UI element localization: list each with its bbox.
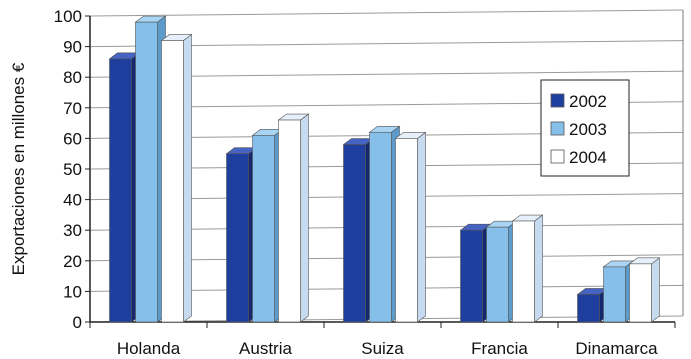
x-category-label: Suiza [361, 339, 404, 358]
y-tick-label: 100 [54, 7, 82, 26]
bar-2003-Dinamarca [603, 266, 626, 323]
bar-side-2004-Holanda [183, 33, 192, 323]
bar-2002-Austria [226, 153, 249, 323]
y-tick-label: 40 [63, 191, 82, 210]
y-axis-title: Exportaciones en millones € [9, 62, 28, 275]
legend-swatch-2004 [550, 149, 565, 164]
bar-2004-Dinamarca [629, 263, 652, 323]
y-tick-label: 90 [63, 38, 82, 57]
y-tick-label: 0 [73, 313, 82, 332]
y-tick-label: 60 [63, 129, 82, 148]
bar-side-2004-Francia [534, 214, 543, 323]
y-tick-label: 20 [63, 252, 82, 271]
bar-2004-Francia [512, 220, 535, 323]
bar-2003-Austria [252, 135, 275, 323]
bar-2004-Suiza [395, 138, 418, 323]
bar-2002-Suiza [343, 144, 366, 323]
legend: 2002 2003 2004 [540, 79, 630, 177]
y-tick-label: 30 [63, 221, 82, 240]
legend-label: 2002 [569, 92, 607, 111]
bar-2002-Dinamarca [577, 294, 600, 323]
bar-2003-Francia [486, 226, 509, 323]
bar-side-2004-Suiza [417, 131, 426, 323]
labels: 0 10 20 30 40 50 60 70 80 90 100 Exportaciones en m… [9, 7, 658, 358]
gridline [89, 9, 684, 17]
legend-label: 2003 [569, 120, 607, 139]
bar-2004-Holanda [161, 40, 184, 323]
legend-swatch-2002 [550, 93, 565, 108]
x-category-label: Holanda [117, 339, 181, 358]
x-category-label: Dinamarca [575, 339, 658, 358]
bar-2002-Holanda [109, 58, 132, 323]
bar-side-2004-Dinamarca [651, 257, 660, 323]
bar-2003-Holanda [135, 21, 158, 323]
legend-label: 2004 [569, 148, 607, 167]
y-tick-label: 80 [63, 68, 82, 87]
bar-2003-Suiza [369, 131, 392, 323]
y-tick-label: 70 [63, 99, 82, 118]
legend-swatch-2003 [550, 121, 565, 136]
y-tick-label: 10 [63, 282, 82, 301]
bars [108, 15, 661, 323]
x-category-label: Austria [239, 339, 292, 358]
x-category-label: Francia [471, 339, 528, 358]
y-tick-label: 50 [63, 160, 82, 179]
bar-side-2004-Austria [300, 113, 309, 323]
bar-2004-Austria [278, 119, 301, 323]
bar-2002-Francia [460, 229, 483, 323]
